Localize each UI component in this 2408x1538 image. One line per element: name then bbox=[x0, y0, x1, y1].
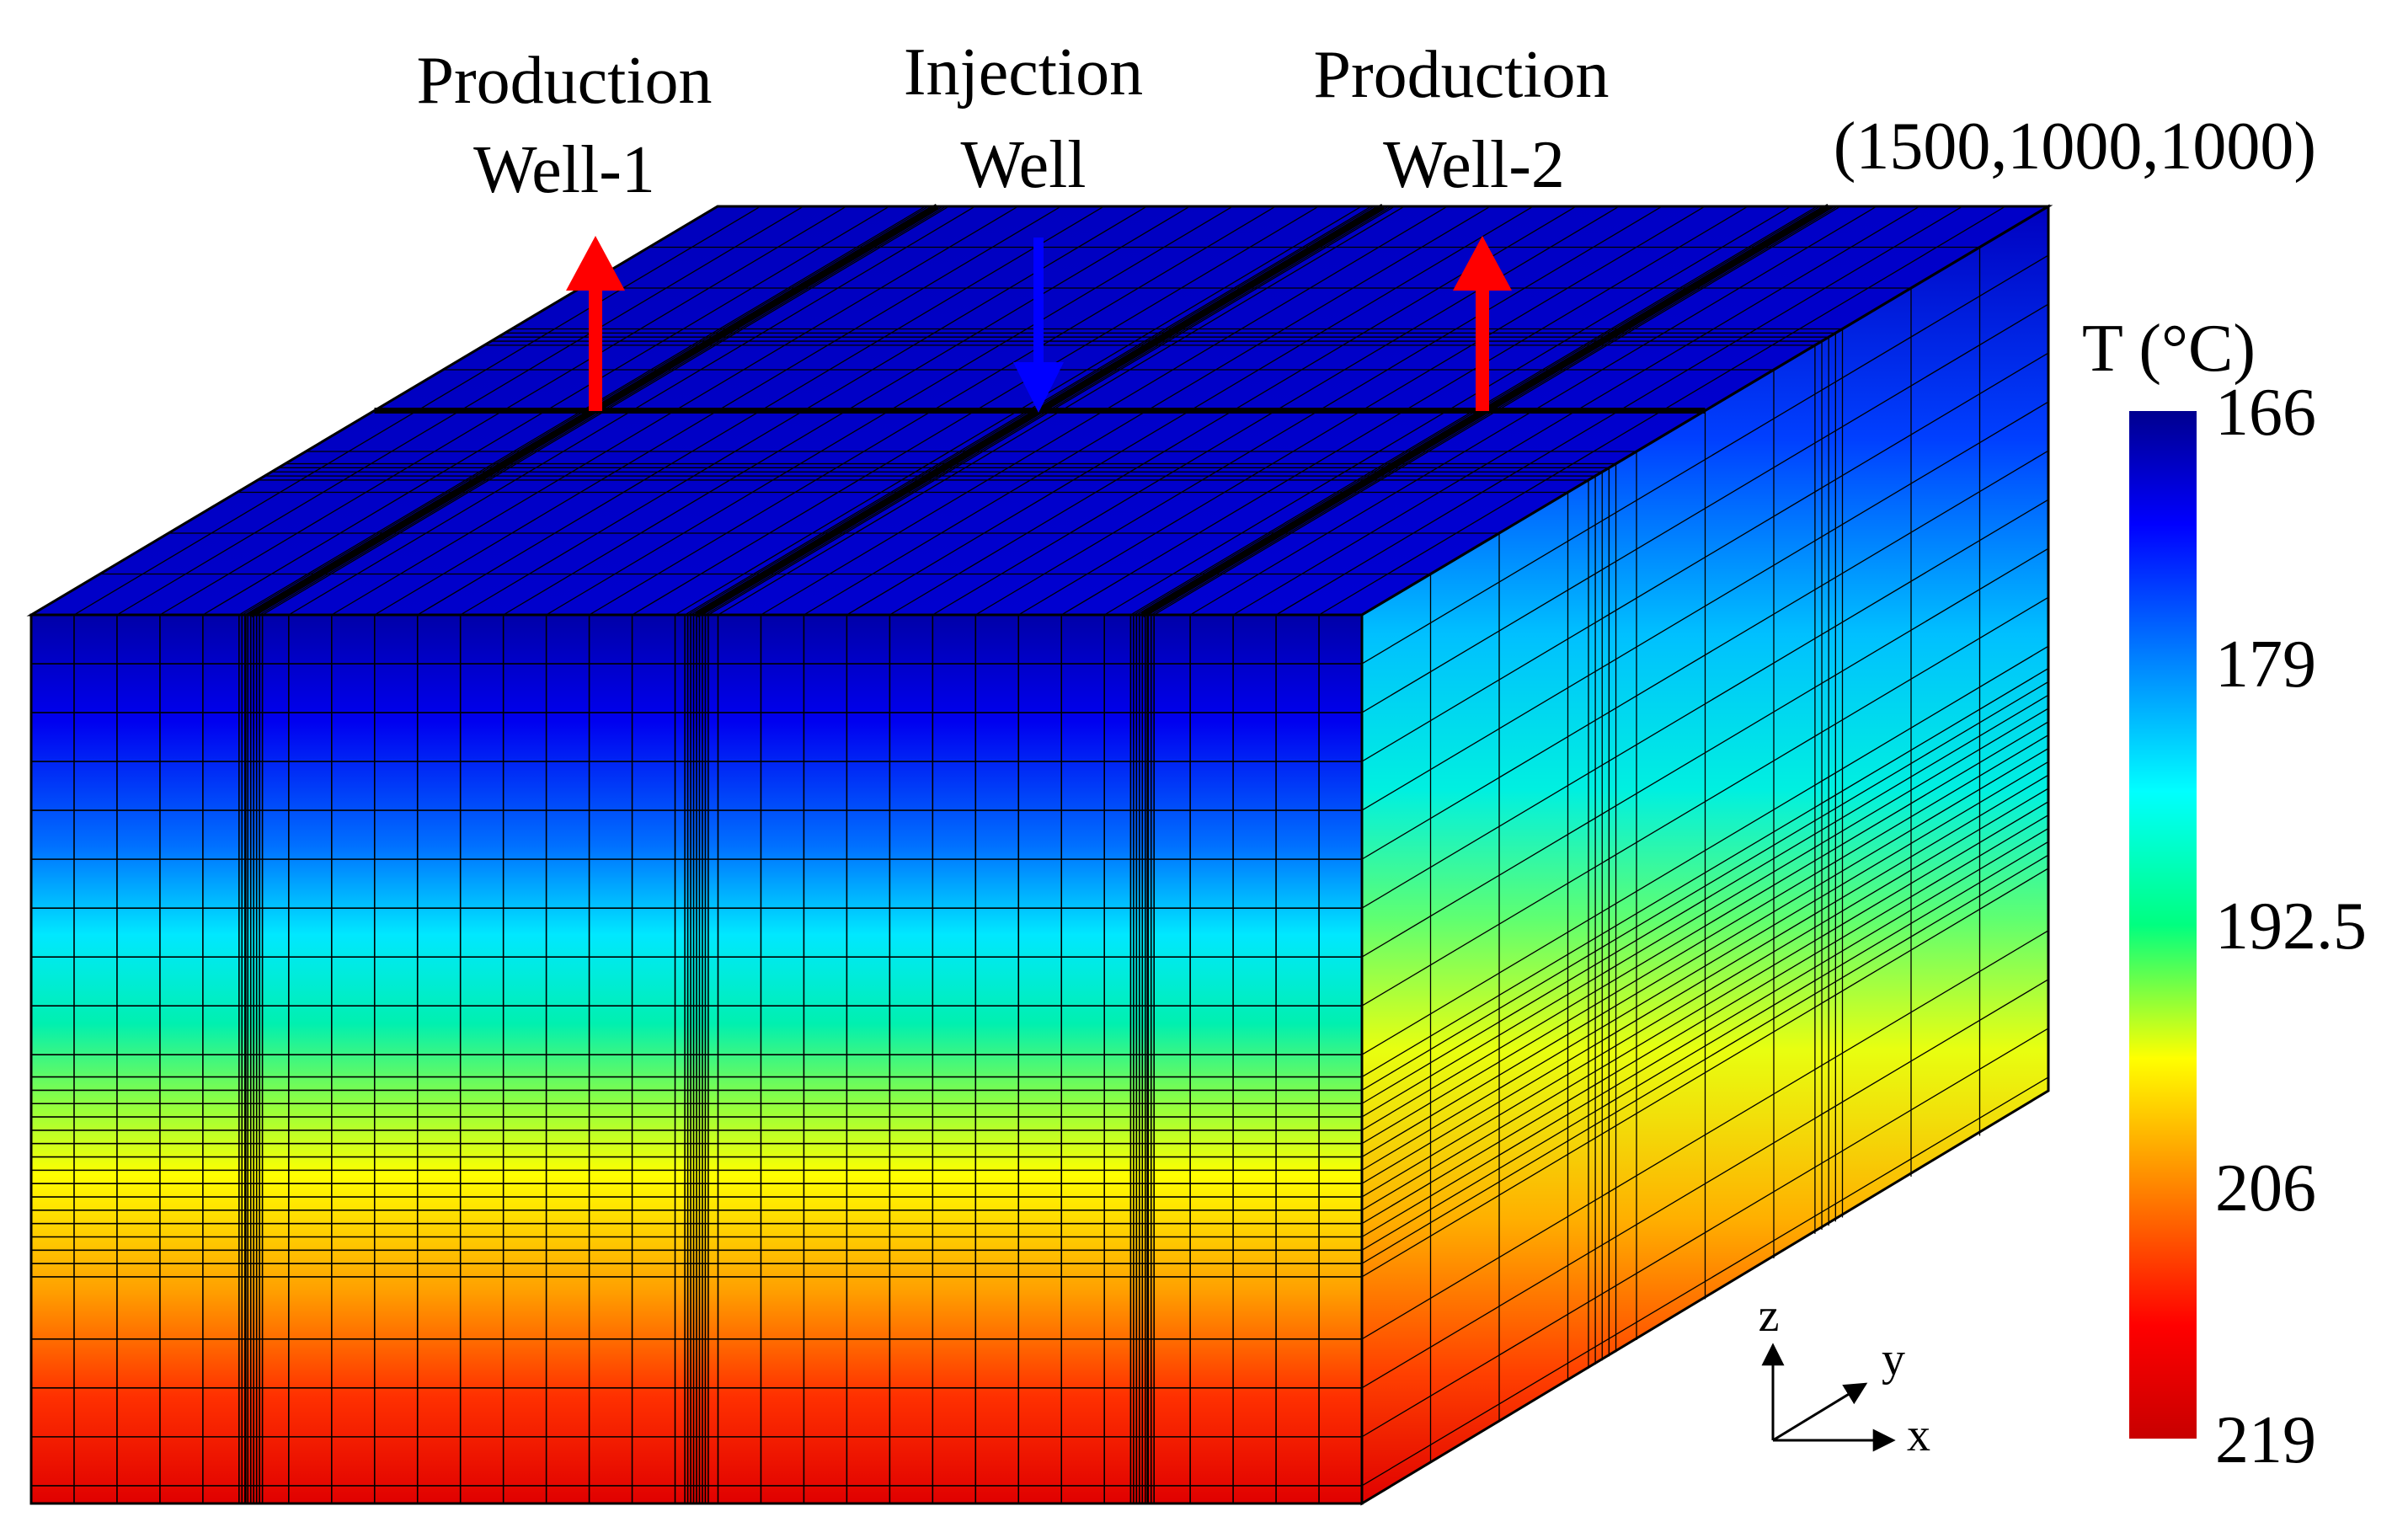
well-labels: Production Well-1 Injection Well Product… bbox=[416, 35, 2316, 207]
mesh-line bbox=[1361, 814, 2049, 1225]
mesh-line bbox=[1361, 774, 2049, 1184]
mesh-line bbox=[1361, 401, 2049, 811]
mesh-line bbox=[1361, 721, 2049, 1131]
domain-corner-coordinate-label: (1500,1000,1000) bbox=[1834, 109, 2316, 184]
mesh-line bbox=[1361, 930, 2049, 1340]
mesh-line bbox=[1361, 979, 2049, 1389]
colorbar: T (°C) 166 179 192.5 206 219 bbox=[2082, 312, 2367, 1477]
mesh-line bbox=[1361, 681, 2049, 1091]
x-axis-label: x bbox=[1907, 1409, 1930, 1461]
mesh-line bbox=[1361, 734, 2049, 1145]
mesh-line bbox=[1361, 668, 2049, 1078]
production-well-2-label-line1: Production bbox=[1313, 38, 1609, 112]
y-axis-label: y bbox=[1882, 1333, 1905, 1386]
mesh-line bbox=[1361, 827, 2049, 1238]
mesh-line bbox=[1361, 450, 2049, 860]
mesh-line bbox=[1361, 645, 2049, 1055]
mesh-line bbox=[1361, 747, 2049, 1158]
injection-well-arrow bbox=[1013, 238, 1064, 413]
colorbar-tick-label: 219 bbox=[2215, 1403, 2316, 1477]
colorbar-tick-label: 206 bbox=[2215, 1151, 2316, 1226]
colorbar-ticks: 166 179 192.5 206 219 bbox=[2215, 376, 2367, 1477]
y-axis-arrow bbox=[1772, 1382, 1868, 1442]
mesh-line bbox=[1361, 254, 2049, 665]
production-well-1-arrow bbox=[566, 236, 625, 411]
mesh-line bbox=[1361, 868, 2049, 1278]
mesh-line bbox=[1361, 352, 2049, 762]
colorbar-title: T (°C) bbox=[2082, 312, 2256, 386]
colorbar-gradient bbox=[2129, 411, 2197, 1439]
colorbar-tick-label: 166 bbox=[2215, 376, 2316, 450]
production-well-1-label-line1: Production bbox=[416, 44, 712, 118]
mesh-line bbox=[1361, 801, 2049, 1211]
production-well-2-label-line2: Well-2 bbox=[1383, 128, 1565, 202]
injection-well-label-line1: Injection bbox=[904, 35, 1143, 109]
colorbar-tick-label: 192.5 bbox=[2215, 889, 2367, 964]
mesh-line bbox=[1361, 694, 2049, 1104]
mesh-line bbox=[1361, 1076, 2049, 1487]
z-axis-label: z bbox=[1759, 1290, 1780, 1342]
mesh-line bbox=[1361, 303, 2049, 713]
mesh-line bbox=[1361, 547, 2049, 958]
mesh-line bbox=[1361, 708, 2049, 1118]
block-outline bbox=[26, 204, 2053, 1506]
colorbar-tick-label: 179 bbox=[2215, 627, 2316, 702]
production-well-1-label-line2: Well-1 bbox=[473, 133, 655, 207]
mesh-line bbox=[1361, 854, 2049, 1264]
mesh-line bbox=[1361, 761, 2049, 1171]
mesh-line bbox=[1361, 596, 2049, 1007]
mesh-line bbox=[1361, 788, 2049, 1198]
injection-well-label-line2: Well bbox=[960, 128, 1086, 202]
mesh-line bbox=[1361, 1028, 2049, 1438]
axis-triad: z x y bbox=[1759, 1290, 1930, 1461]
well-arrows bbox=[566, 236, 1512, 413]
mesh-line bbox=[1361, 499, 2049, 909]
mesh-line bbox=[1361, 841, 2049, 1251]
production-well-2-arrow bbox=[1453, 236, 1512, 411]
